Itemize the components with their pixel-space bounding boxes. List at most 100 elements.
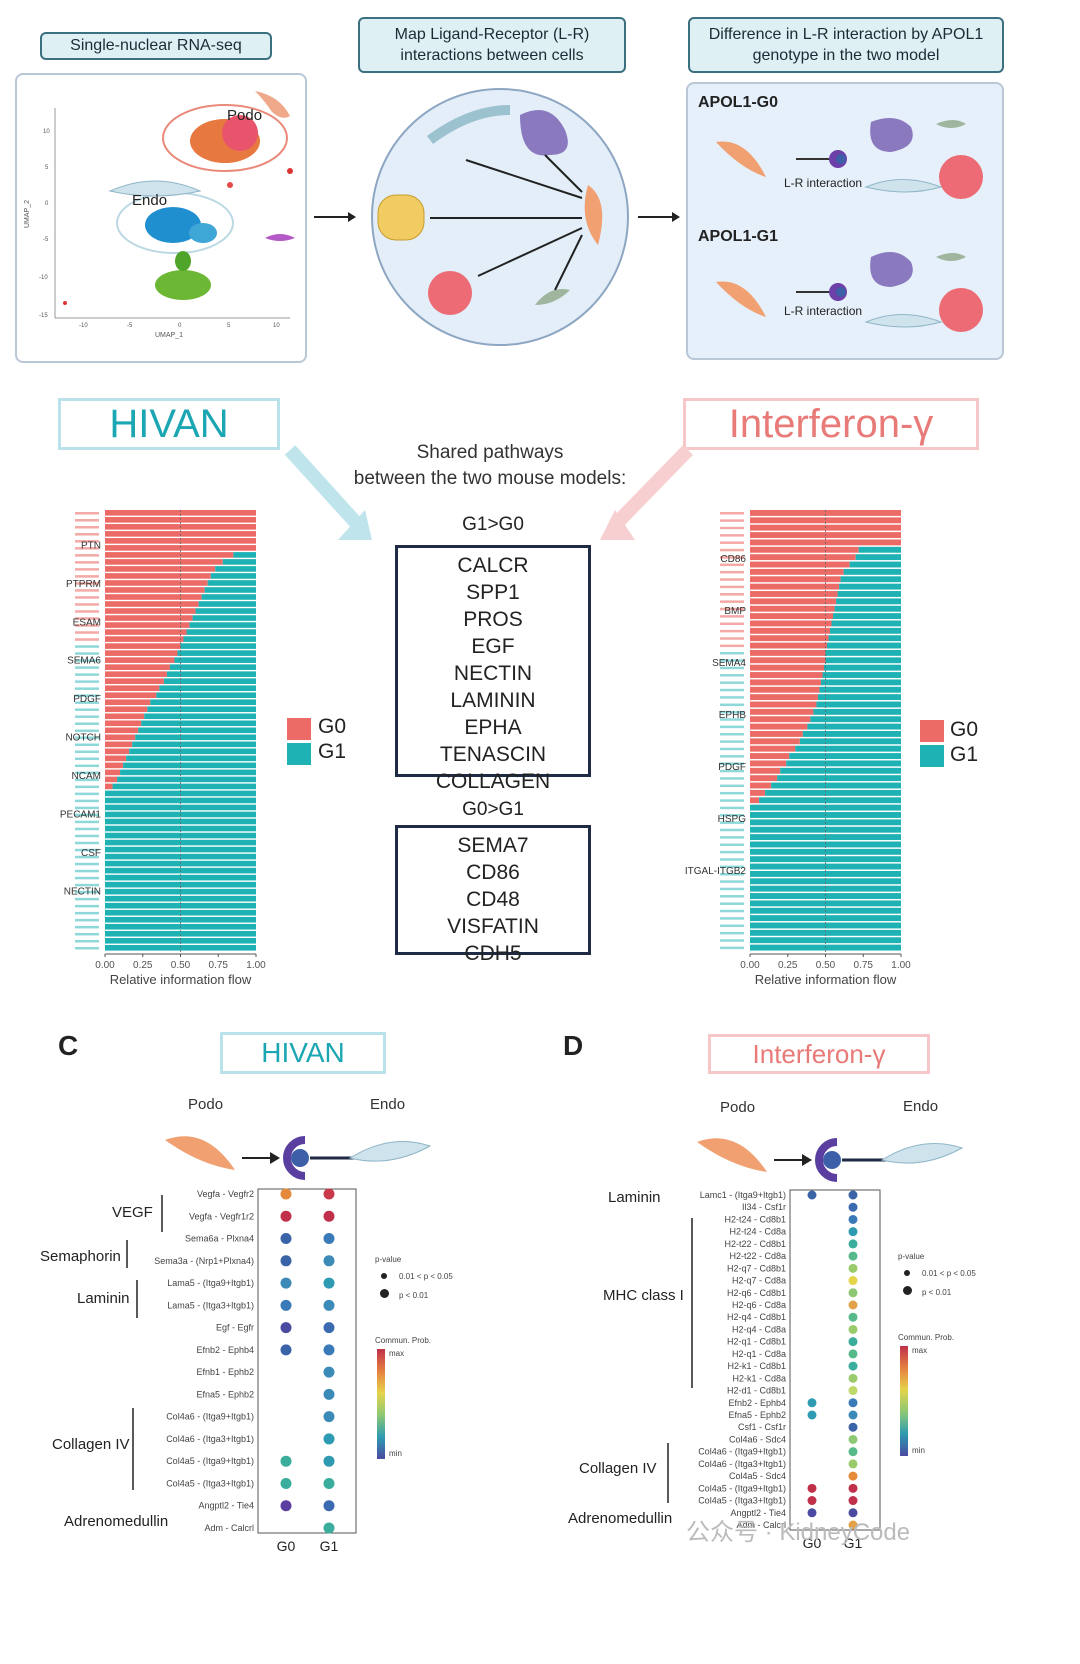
bar-g0-33 [750,753,790,759]
bar-g1-56 [105,902,256,909]
endothelial-icon [880,1143,964,1164]
bar-g1-26 [816,701,901,708]
dot-g1-11 [848,1324,858,1334]
bar-g0-31 [750,738,800,745]
bar-g0-10 [750,583,840,590]
bar-g1-22 [822,672,901,678]
g1-gt-g0-list: CALCR SPP1 PROS EGF NECTIN LAMININ EPHA TENASCI… [395,545,591,793]
dot-g0-26 [807,1508,817,1518]
bar-g0-6 [105,552,234,558]
bar-g0-28 [105,706,148,713]
bar-g0-18 [750,642,828,649]
pair-label-6: H2-q7 - Cd8b1 [727,1263,786,1273]
interaction-arrow [554,234,583,291]
pair-label-1: Il34 - Csf1r [742,1202,786,1212]
pathway-g1-8: COLLAGEN [435,770,551,793]
dot-g0-2 [280,1233,292,1245]
bar-g1-35 [126,755,256,762]
pvalue-big-row: p < 0.01 [375,1289,475,1300]
dot-g1-8 [323,1366,335,1378]
row-label-mark-26 [720,703,744,707]
bar-g0-7 [750,561,850,568]
legend-g1-swatch-left [287,743,311,765]
prob-title: Commun. Prob. [898,1333,955,1342]
row-label-mark-38 [720,791,744,795]
panel-d-schematic [697,1138,964,1182]
row-label-mark-7 [720,563,744,567]
pvalue-small-row: 0.01 < p < 0.05 [375,1272,475,1281]
row-label-mark-57 [75,911,99,915]
bar-g0-13 [105,601,199,607]
pvalue-big-row: p < 0.01 [898,1286,998,1297]
bar-g1-31 [138,727,256,734]
bar-g0-34 [750,760,787,767]
x-tick-2: 0.50 [171,960,191,971]
pair-label-11: H2-q4 - Cd8a [732,1324,786,1334]
dot [287,168,293,174]
dot-g0-4 [280,1277,292,1289]
legend-g1-swatch-right [920,745,944,767]
row-label-mark-15 [720,622,744,625]
row-label-mark-53 [720,902,744,905]
row-label-mark-0 [720,512,744,515]
row-label-mark-62 [75,946,99,950]
bar-g0-35 [750,767,781,774]
bar-g1-44 [105,818,256,825]
legend-g1-label-left: G1 [318,740,347,763]
pair-label-20: Col4a6 - Sdc4 [729,1434,786,1444]
ifng-bar-chart: CD86 BMP SEMA4 EPHB PDGF HSPG ITGAL-ITGB2 0.00 0… [685,510,911,987]
row-label-mark-56 [75,904,99,908]
pvalue-small-row: 0.01 < p < 0.05 [898,1269,998,1278]
dot-g1-12 [323,1455,335,1467]
row-label-mark-27 [720,710,744,714]
umap-ytick: 5 [45,165,49,171]
g0-gt-g1-title: G0>G1 [462,799,524,820]
row-label-mark-11 [720,593,744,596]
bar-g0-7 [105,559,223,565]
dotplot-frame [257,1188,357,1534]
category-label-8: CSF [81,848,101,859]
dot-g0-0 [280,1188,292,1200]
pair-label-23: Col4a5 - Sdc4 [729,1471,786,1481]
row-label-mark-6 [720,556,744,559]
dot-g1-12 [848,1337,858,1347]
dot-g0-25 [807,1496,817,1506]
row-label-mark-49 [720,872,744,876]
receptor-icon [283,1136,306,1180]
panel-d-group-collagen: Collagen IV [579,1460,657,1477]
row-label-mark-39 [720,799,744,802]
bar-g0-22 [105,664,170,670]
row-label-mark-21 [75,659,99,662]
bar-g1-10 [207,580,256,586]
bar-g1-36 [123,762,257,769]
dot-g1-0 [848,1190,858,1200]
row-label-mark-36 [720,777,744,780]
legend-g0-label-right: G0 [950,718,979,741]
pvalue-big-label: p < 0.01 [399,1291,429,1300]
row-label-mark-3 [75,533,99,536]
bar-g1-32 [795,745,901,752]
row-label-mark-2 [720,526,744,530]
arrow-2 [638,212,680,222]
pair-label-0: Lamc1 - (Itga9+Itgb1) [700,1190,786,1200]
dot-g0-0 [807,1190,817,1200]
pathway-g1-4: NECTIN [453,662,533,685]
bar-g0-16 [750,627,831,634]
bar-g0-24 [750,686,820,693]
red-cell-icon [428,271,472,315]
bar-g0-28 [750,716,811,723]
category-label-5: HSPG [718,814,747,825]
row-label-mark-19 [720,651,744,655]
bar-g1-15 [192,615,256,621]
row-label-mark-16 [75,624,99,627]
bar-g1-25 [817,694,901,701]
row-label-mark-54 [75,890,99,894]
pair-label-5: Lama5 - (Itga3+Itgb1) [167,1300,254,1310]
row-label-mark-37 [75,771,99,775]
x-tick-1: 0.25 [778,960,798,971]
bar-g0-10 [105,580,208,586]
bar-g1-51 [750,885,901,892]
prob-max: max [912,1346,928,1355]
g0-title: APOL1-G0 [698,94,779,111]
